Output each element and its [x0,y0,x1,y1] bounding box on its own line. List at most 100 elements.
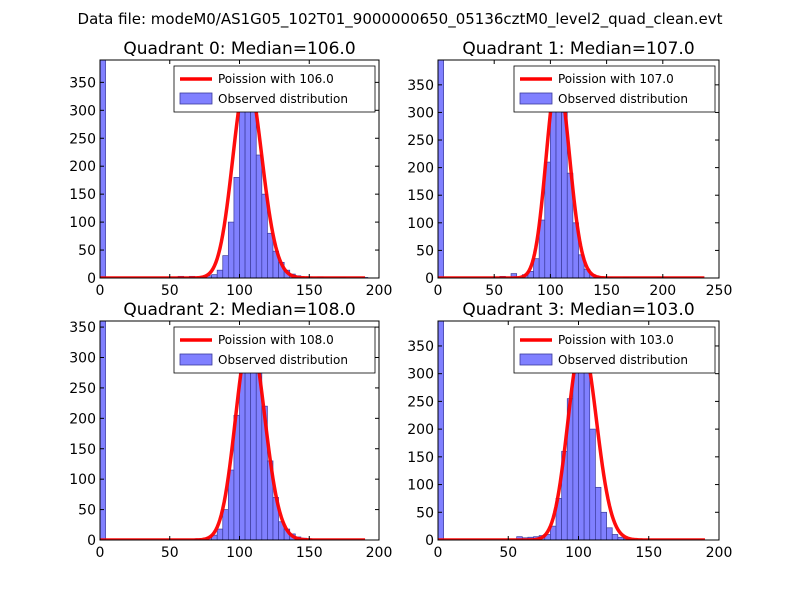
y-tick-label: 100 [69,215,96,231]
y-tick-label: 0 [87,533,96,549]
x-tick-label: 150 [296,283,323,299]
legend-line-label: Poission with 107.0 [558,72,674,86]
histogram-bar [438,321,444,540]
histogram-bar [233,177,240,278]
y-tick-label: 350 [407,339,434,355]
histogram-bar [267,232,274,278]
poisson-curve [100,75,366,278]
y-tick-label: 250 [69,381,96,397]
histogram-bars [100,60,369,278]
histogram-bar [550,101,557,278]
y-tick-label: 300 [407,105,434,121]
x-tick-label: 150 [635,545,662,561]
legend: Poission with 103.0 Observed distribution [513,326,716,374]
y-tick-label: 150 [407,450,434,466]
legend-bar-label: Observed distribution [218,353,348,367]
quadrant-panel-3: 0 50 100 150 200 0 50 100 150 200 250 300 350 Quadran… [407,300,732,561]
x-tick-label: 50 [161,545,179,561]
histogram-bar [589,428,596,540]
y-tick-label: 50 [416,505,434,521]
histogram-bar [216,528,224,540]
y-tick-label: 100 [69,472,96,488]
legend-line-label: Poission with 106.0 [218,72,334,86]
x-tick-label: 50 [161,283,179,299]
panel-title: Quadrant 1: Median=107.0 [462,39,694,59]
histogram-bar [255,154,263,278]
legend-line-label: Poission with 108.0 [218,333,334,347]
y-tick-label: 50 [78,503,96,519]
y-tick-label: 350 [69,75,96,91]
y-tick-label: 150 [69,442,96,458]
legend: Poission with 106.0 Observed distribution [173,65,376,113]
y-tick-label: 350 [69,320,96,336]
histogram-bar [261,193,268,278]
legend-bar-swatch [179,92,213,105]
y-tick-label: 100 [407,478,434,494]
histogram-bar [606,527,613,540]
quadrant-panel-2: 0 50 100 150 200 0 50 100 150 200 250 300 350 Quadran… [69,300,392,561]
legend-bar-swatch [519,92,553,105]
histogram-bar [572,362,579,540]
x-tick-label: 0 [96,283,105,299]
x-tick-label: 150 [296,545,323,561]
histogram-bar [227,221,235,278]
histogram-bar [216,269,224,278]
x-tick-label: 200 [366,283,393,299]
x-tick-label: 200 [706,545,733,561]
y-tick-label: 350 [407,78,434,94]
legend-line-label: Poission with 103.0 [558,333,674,347]
histogram-bar [583,362,591,540]
legend-bar-swatch [179,353,213,366]
y-tick-label: 50 [416,243,434,259]
x-tick-label: 0 [96,545,105,561]
histogram-bar [222,509,229,540]
quadrant-panel-0: 0 50 100 150 200 0 50 100 150 200 250 300 350 Quadran… [69,39,392,299]
y-tick-label: 150 [407,188,434,204]
figure-title: Data file: modeM0/AS1G05_102T01_90000006… [78,10,723,29]
legend: Poission with 108.0 Observed distribution [173,326,376,374]
histogram-bar [100,60,106,278]
y-tick-label: 250 [69,131,96,147]
x-tick-label: 200 [366,545,393,561]
x-tick-label: 0 [434,545,443,561]
legend-bar-label: Observed distribution [218,92,348,106]
y-tick-label: 300 [69,351,96,367]
panel-title: Quadrant 3: Median=103.0 [462,300,694,320]
y-tick-label: 200 [407,161,434,177]
histogram-bar [239,366,246,540]
quadrant-panel-1: 0 50 100 150 200 250 0 50 100 150 200 250 300 350 Quad… [407,39,732,299]
histogram-bar [438,60,444,278]
histogram-bar [100,321,106,540]
histogram-bar [600,511,607,540]
y-tick-label: 200 [69,411,96,427]
poisson-curve [438,341,705,540]
panel-title: Quadrant 0: Median=106.0 [123,39,355,59]
x-tick-label: 50 [499,545,517,561]
panel-title: Quadrant 2: Median=108.0 [123,300,355,320]
y-tick-label: 250 [407,394,434,410]
x-tick-label: 200 [649,283,676,299]
y-tick-label: 0 [425,533,434,549]
axes-frame [437,59,720,279]
y-tick-label: 0 [87,271,96,287]
histogram-bar [595,486,602,540]
histogram-bar [239,109,246,278]
y-tick-label: 200 [407,422,434,438]
legend-bar-label: Observed distribution [558,92,688,106]
x-tick-label: 100 [226,545,253,561]
histogram-bar [250,104,257,278]
histogram-bar [611,534,619,540]
y-tick-label: 100 [407,216,434,232]
y-tick-label: 150 [69,187,96,203]
histogram-bar [211,274,218,278]
x-tick-label: 250 [706,283,733,299]
x-tick-label: 100 [537,283,564,299]
y-tick-label: 200 [69,159,96,175]
legend-bar-label: Observed distribution [558,353,688,367]
legend: Poission with 107.0 Observed distribution [513,65,716,113]
legend-bar-swatch [519,353,553,366]
x-tick-label: 100 [565,545,592,561]
x-tick-label: 150 [593,283,620,299]
x-tick-label: 0 [434,283,443,299]
